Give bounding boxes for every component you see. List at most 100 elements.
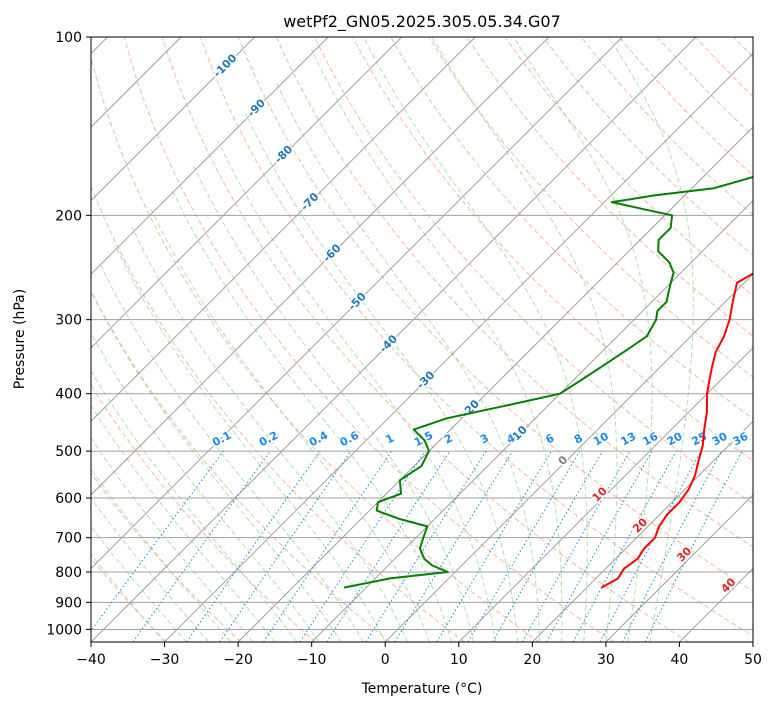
moist-adiabat: [91, 497, 210, 642]
moist-adiabat: [245, 113, 519, 642]
y-tick-label: 700: [55, 531, 82, 547]
mixing-ratio-line: [436, 450, 552, 642]
annotation-labels: -100-90-80-70-60-50-40-30-20-100.1 0.2 0.4…: [209, 50, 752, 597]
mixing-ratio-line: [572, 450, 677, 642]
dry-adiabat: [123, 37, 614, 642]
mixing-ratio-line: [365, 450, 487, 642]
dry-adiabat: [657, 37, 753, 137]
plot-frame: [90, 36, 754, 643]
moist-adiabat: [608, 37, 694, 642]
x-tick-label: 0: [381, 652, 390, 668]
dewpoint-profile: [343, 175, 753, 589]
moist-adiabat: [91, 437, 254, 642]
mixing-ratio-line: [186, 450, 321, 642]
mixing-ratio-label: 36: [731, 430, 751, 449]
dry-adiabat: [91, 55, 540, 642]
isotherm: [531, 420, 753, 642]
y-tick-label: 600: [55, 491, 82, 507]
dry-adiabat: [352, 37, 753, 462]
dry-adiabat: [695, 37, 753, 97]
dry-adiabat: [91, 384, 316, 642]
y-tick-label: 1000: [46, 622, 82, 638]
mixing-ratio-line: [219, 450, 352, 642]
y-tick-label: 300: [55, 313, 82, 329]
moist-adiabat: [91, 525, 187, 642]
dry-adiabat: [91, 472, 242, 642]
mixing-ratio-line: [546, 450, 653, 642]
mixing-ratio-line: [622, 450, 722, 642]
y-axis-label: Pressure (hPa): [12, 289, 28, 389]
x-tick-label: −30: [150, 652, 180, 668]
dry-adiabat: [504, 37, 753, 296]
isotherm: [679, 567, 753, 642]
x-tick-label: −10: [297, 652, 327, 668]
mixing-ratio-line: [522, 450, 631, 642]
isotherm: [164, 52, 753, 642]
dry-adiabat: [161, 37, 689, 642]
moist-adiabat: [91, 468, 232, 642]
mixing-ratio-line: [644, 450, 743, 642]
isotherm: [91, 37, 403, 349]
dry-adiabat: [91, 557, 167, 642]
mixing-ratio-label: 25: [689, 430, 709, 449]
mixing-ratio-line: [91, 450, 224, 632]
moist-adiabat: [311, 49, 563, 642]
mixing-ratio-line: [299, 450, 426, 642]
x-tick-label: 50: [744, 652, 762, 668]
y-tick-label: 800: [55, 565, 82, 581]
dry-adiabat-label: 40: [718, 575, 738, 595]
mixing-ratio-line: [132, 450, 271, 642]
x-tick-label: −20: [223, 652, 253, 668]
moist-adiabat: [150, 208, 430, 642]
x-tick-label: 40: [671, 652, 689, 668]
y-tick-label: 900: [55, 595, 82, 611]
isotherm: [91, 37, 476, 423]
moist-adiabat: [91, 332, 320, 642]
isotherm: [91, 37, 697, 642]
mixing-ratio-label: 0.4: [307, 429, 331, 450]
moist-adiabat: [91, 404, 276, 642]
dry-adiabat: [237, 37, 753, 592]
moist-adiabat: [217, 141, 497, 642]
isotherm: [752, 641, 753, 642]
moist-adiabat: [513, 37, 653, 642]
temperature-profile: [600, 272, 753, 589]
isotherm: [91, 37, 329, 275]
mixing-ratio-line: [394, 450, 514, 642]
x-tick-label: 30: [597, 652, 615, 668]
isotherm: [311, 199, 753, 642]
moist-adiabat: [193, 165, 474, 642]
mixing-ratio-label: 0.2: [257, 429, 280, 450]
x-axis: −40 −30 −20 −10 0 10 20 30 40 50: [76, 642, 762, 668]
moist-adiabat: [170, 187, 452, 642]
dry-adiabat-label: 10: [590, 484, 610, 504]
moist-adiabat: [276, 83, 541, 642]
isotherm: [458, 347, 753, 642]
moist-adiabat: [98, 262, 364, 642]
mixing-ratio-label: 16: [641, 430, 661, 449]
dry-adiabat: [733, 37, 753, 58]
y-tick-label: 500: [55, 444, 82, 460]
mixing-ratio-label: 6: [543, 431, 556, 446]
mixing-ratio-label: 0.1: [210, 429, 233, 450]
dry-adiabat-label: 20: [630, 515, 650, 535]
sounding-profiles: [343, 175, 753, 589]
dry-adiabat: [390, 37, 753, 420]
chart-title: wetPf2_GN05.2025.305.05.34.G07: [283, 12, 561, 32]
isotherm: [91, 37, 623, 570]
mixing-ratio-label: 13: [619, 430, 639, 449]
isotherm: [91, 37, 550, 496]
dry-adiabat: [91, 185, 465, 642]
isotherm: [237, 126, 753, 642]
dry-adiabat: [428, 37, 753, 378]
mixing-ratio-line: [263, 450, 392, 642]
mixing-ratio-label: 30: [710, 430, 730, 449]
x-axis-label: Temperature (°C): [361, 681, 483, 697]
isotherm: [605, 494, 753, 642]
x-tick-label: −40: [76, 652, 106, 668]
dry-adiabat: [314, 37, 753, 505]
dry-adiabat-label: 30: [674, 544, 694, 564]
y-tick-label: 200: [55, 208, 82, 224]
mixing-ratio-line: [326, 450, 451, 642]
